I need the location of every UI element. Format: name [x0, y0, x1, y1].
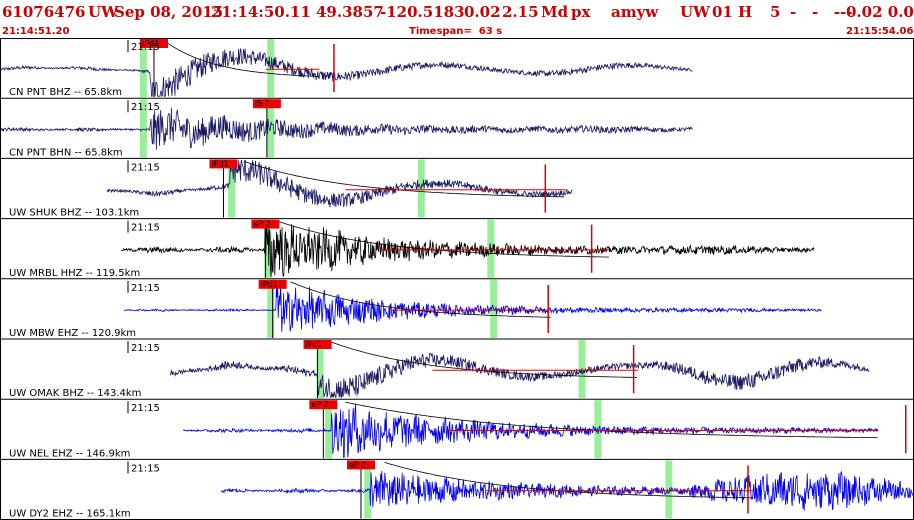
pick-label: iS 1 — [255, 99, 270, 108]
pick-label: iPc1 — [306, 340, 323, 349]
pick-tag — [309, 400, 338, 410]
waveform-trace — [123, 280, 822, 332]
pick-window-bar — [316, 340, 324, 399]
pick-label: iPd1 — [211, 159, 228, 168]
pick-label: eP 2 — [311, 400, 328, 409]
coda-decay-curve — [345, 401, 878, 439]
pick-tag — [258, 279, 287, 289]
pick-window-bar — [267, 279, 275, 338]
channel-label: CN PNT BHZ -- 65.8km — [9, 87, 122, 98]
event-count: 5 — [770, 3, 781, 21]
pick-window-bar — [594, 400, 602, 459]
event-depth: 0.02 — [464, 3, 501, 21]
event-version: 01 — [712, 3, 733, 21]
pick-window-bar — [325, 400, 333, 459]
channel-label: UW SHUK BHZ -- 103.1km — [9, 208, 139, 219]
waveform-trace — [170, 352, 870, 399]
window-start-time: 21:14:51.20 — [2, 26, 70, 37]
coda-decay-curve — [330, 341, 638, 378]
pick-tag — [209, 159, 238, 169]
pick-label: iPd1 — [142, 39, 159, 48]
event-time: 21:14:50.11 — [211, 3, 311, 21]
pick-window-bar — [264, 219, 272, 278]
coda-decay-curve — [278, 221, 609, 258]
waveform-trace — [106, 159, 573, 208]
event-type: px — [571, 3, 591, 21]
coda-decay-curve — [290, 281, 551, 318]
analyst: amyw — [611, 3, 659, 21]
time-tick-label: 21:15 — [131, 42, 160, 53]
channel-label: UW MRBL HHZ -- 119.5km — [9, 268, 140, 279]
event-network: UW — [88, 3, 118, 21]
time-tick-label: 21:15 — [131, 343, 160, 354]
waveform-trace — [0, 107, 693, 150]
event-header: 61076476 UW Sep 08, 2015 21:14:50.11 49.… — [0, 0, 914, 26]
pick-tag — [251, 219, 280, 229]
event-extra: 0.02 0.00 — [846, 3, 914, 21]
pick-tag — [303, 340, 332, 349]
window-end-time: 21:15:54.06 — [846, 26, 914, 37]
event-lon: -120.5183 — [380, 3, 465, 21]
pick-window-bar — [139, 39, 147, 98]
waveform-trace — [120, 223, 815, 278]
coda-decay-curve — [164, 40, 319, 77]
pick-window-bar — [228, 159, 236, 218]
pick-tag — [346, 460, 375, 470]
timespan: Timespan= 63 s — [409, 26, 503, 37]
coda-decay-curve — [244, 161, 565, 198]
channel-label: UW NEL EHZ -- 146.9km — [9, 448, 130, 459]
event-magnitude: 2.15 — [502, 3, 539, 21]
channel-label: UW DY2 EHZ -- 165.1km — [9, 509, 131, 520]
channel-label: UW MBW EHZ -- 120.9km — [9, 328, 136, 339]
time-tick-label: 21:15 — [131, 403, 160, 414]
pick-tag — [139, 39, 168, 48]
event-date: Sep 08, 2015 — [114, 3, 224, 21]
pick-label: eP 2 — [253, 220, 270, 229]
magnitude-type: Md — [541, 3, 569, 21]
pick-window-bar — [139, 99, 147, 158]
coda-decay-curve — [384, 462, 753, 499]
waveform-trace — [0, 48, 693, 97]
event-lat: 49.3857 — [316, 3, 384, 21]
time-tick-label: 21:15 — [131, 162, 160, 173]
event-flag: H — [738, 3, 753, 21]
channel-label: CN PNT BHN -- 65.8km — [9, 147, 123, 158]
waveform-trace — [220, 470, 914, 511]
pick-label: eP 2 — [349, 460, 366, 469]
waveform-trace — [183, 403, 879, 458]
pick-window-bar — [665, 460, 673, 519]
channel-label: UW OMAK BHZ -- 143.4km — [9, 388, 141, 399]
time-tick-label: 21:15 — [131, 283, 160, 294]
time-tick-label: 21:15 — [131, 223, 160, 234]
time-tick-label: 21:15 — [131, 463, 160, 474]
time-tick-label: 21:15 — [131, 102, 160, 113]
event-id: 61076476 — [2, 3, 86, 21]
event-dashes: - - --- — [790, 3, 853, 21]
pick-label: iPd1 — [261, 280, 278, 289]
pick-tag — [252, 99, 281, 109]
event-source: UW — [680, 3, 710, 21]
